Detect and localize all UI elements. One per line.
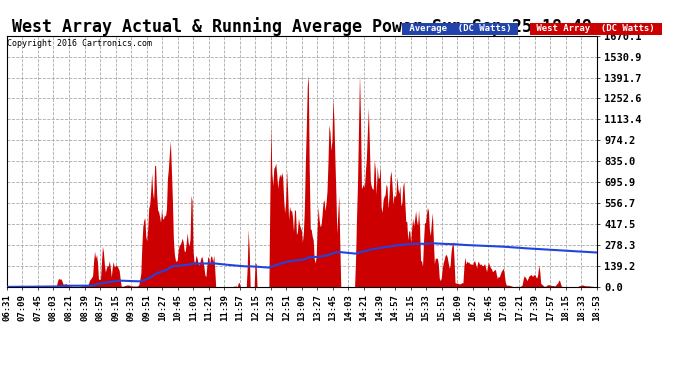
- Text: Average  (DC Watts): Average (DC Watts): [404, 24, 517, 33]
- Title: West Array Actual & Running Average Power Sun Sep 25 18:49: West Array Actual & Running Average Powe…: [12, 16, 592, 36]
- Text: West Array  (DC Watts): West Array (DC Watts): [531, 24, 660, 33]
- Text: Copyright 2016 Cartronics.com: Copyright 2016 Cartronics.com: [7, 39, 152, 48]
